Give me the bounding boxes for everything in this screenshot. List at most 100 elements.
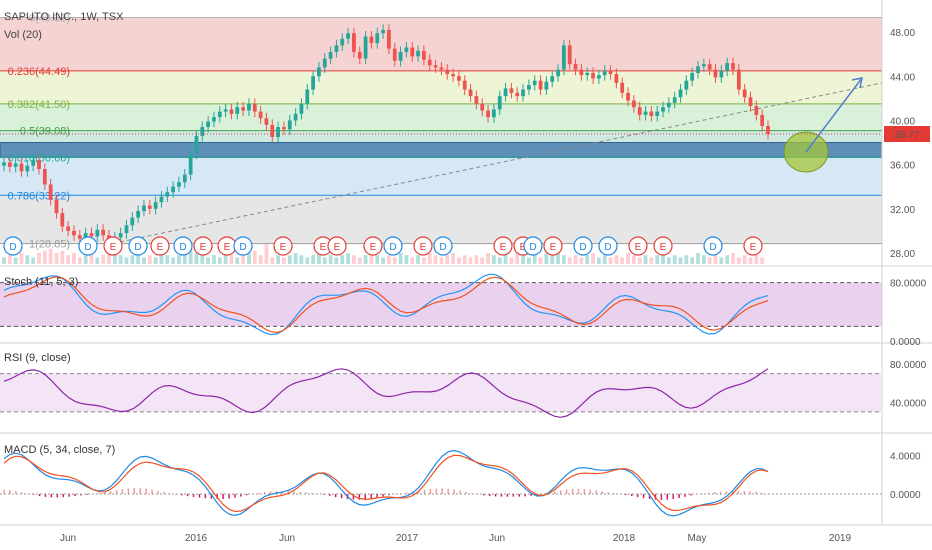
- volume-bar: [457, 257, 461, 264]
- stoch-title: Stoch (11, 5, 3): [4, 276, 78, 288]
- candle-body: [416, 50, 420, 57]
- volume-bar: [736, 257, 741, 264]
- volume-bar: [468, 257, 473, 264]
- volume-bar: [317, 253, 321, 264]
- event-letter: E: [550, 242, 557, 253]
- volume-bar: [451, 253, 455, 264]
- volume-bar: [503, 255, 508, 264]
- volume-bar: [521, 255, 525, 264]
- candle-body: [521, 89, 525, 97]
- candle-body: [72, 230, 76, 236]
- earnings-event-icon: [150, 236, 170, 256]
- candle-body: [340, 38, 345, 46]
- candle-body: [229, 109, 234, 114]
- candle-body: [241, 107, 246, 111]
- event-letter: D: [579, 242, 586, 253]
- volume-bar: [200, 255, 205, 264]
- candle-body: [526, 85, 531, 90]
- candle-body: [701, 64, 706, 67]
- candle-body: [457, 76, 461, 81]
- candle-body: [147, 205, 152, 209]
- event-letter: E: [750, 242, 757, 253]
- candle-body: [25, 165, 30, 172]
- volume-label: Vol (20): [4, 29, 42, 41]
- candle-body: [311, 76, 315, 90]
- volume-bar: [282, 257, 286, 264]
- volume-bar: [684, 255, 689, 264]
- time-axis-label: 2017: [396, 533, 419, 544]
- candle-body: [153, 202, 158, 209]
- rsi-line: [3, 368, 769, 418]
- rsi-tick-label: 80.0000: [890, 360, 927, 371]
- fib-label: 0(49.32): [29, 13, 70, 25]
- macd-tick-label: 4.0000: [890, 451, 921, 462]
- candle-body: [497, 96, 502, 110]
- dividend-event-icon: [598, 236, 618, 256]
- time-axis-label: Jun: [489, 533, 505, 544]
- candle-body: [690, 72, 695, 81]
- volume-bar: [713, 255, 718, 264]
- macd-title: MACD (5, 34, close, 7): [4, 444, 115, 456]
- candle-body: [387, 29, 391, 49]
- volume-bar: [649, 257, 654, 264]
- candle-body: [655, 111, 660, 117]
- fib-label: 0.786(33.22): [8, 190, 70, 202]
- volume-bar: [631, 255, 636, 264]
- volume-bar: [392, 257, 397, 264]
- event-letter: E: [320, 242, 327, 253]
- volume-bar: [352, 255, 356, 264]
- candle-body: [270, 124, 275, 137]
- earnings-event-icon: [273, 236, 293, 256]
- candle-body: [439, 67, 444, 70]
- volume-bar: [626, 253, 630, 264]
- candle-body: [626, 92, 630, 101]
- candle-body: [754, 106, 759, 115]
- earnings-event-icon: [327, 236, 347, 256]
- volume-bar: [497, 257, 502, 264]
- volume-bar: [666, 257, 671, 264]
- macd-tick-label: 0.0000: [890, 490, 921, 501]
- candle-body: [427, 59, 432, 66]
- volume-bar: [427, 253, 432, 264]
- volume-bar: [643, 255, 648, 264]
- volume-bar: [579, 257, 584, 264]
- fib-label: 1(28.85): [29, 239, 70, 251]
- earnings-event-icon: [103, 236, 123, 256]
- time-axis-label: May: [688, 533, 707, 544]
- volume-bar: [206, 257, 211, 264]
- event-letter: D: [239, 242, 246, 253]
- volume-bar: [229, 255, 234, 264]
- candle-body: [77, 235, 82, 239]
- dividend-event-icon: [433, 236, 453, 256]
- volume-bar: [416, 255, 420, 264]
- candle-body: [614, 74, 619, 83]
- volume-bar: [614, 255, 619, 264]
- event-letter: E: [200, 242, 207, 253]
- candle-body: [748, 97, 753, 107]
- volume-bar: [107, 250, 111, 264]
- volume-bar: [544, 253, 549, 264]
- candle-body: [375, 33, 380, 44]
- candle-body: [684, 80, 689, 90]
- volume-bar: [159, 253, 164, 264]
- trendline: [119, 82, 883, 243]
- candle-body: [352, 33, 356, 52]
- event-letter: D: [604, 242, 611, 253]
- candle-body: [445, 69, 450, 75]
- volume-bar: [725, 255, 730, 264]
- volume-bar: [252, 250, 257, 264]
- candle-body: [666, 102, 671, 108]
- candle-body: [713, 69, 718, 78]
- candle-body: [433, 65, 438, 68]
- volume-bar: [567, 257, 572, 264]
- candle-body: [608, 70, 613, 75]
- volume-bar: [270, 257, 275, 264]
- volume-bar: [707, 257, 712, 264]
- stoch-d-line: [3, 276, 769, 334]
- candle-body: [404, 47, 409, 52]
- volume-bar: [311, 255, 315, 264]
- candle-body: [48, 184, 53, 200]
- volume-bar: [754, 255, 759, 264]
- candle-body: [760, 114, 765, 126]
